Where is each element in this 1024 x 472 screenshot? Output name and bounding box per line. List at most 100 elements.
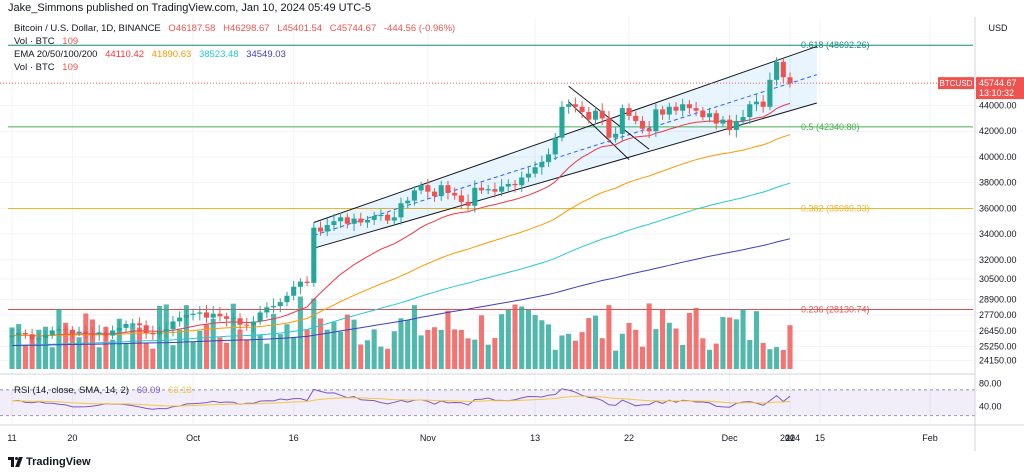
candle-body [230,318,236,320]
volume-bar [304,329,310,369]
price-tag-symbol: BTCUSD [940,79,973,88]
currency-label[interactable]: USD [988,23,1008,33]
fib-level-label: 0.5 (42340.80) [801,122,860,132]
candle-body [378,214,384,217]
volume-bar [425,329,431,369]
candle-body [592,110,599,120]
candle-body [123,324,129,328]
volume-bar [378,346,384,369]
price-chart[interactable]: 0.618 (48692.26) 0.5 (42340.80) 0.382 (359… [0,17,1024,451]
candle-body [445,185,451,193]
candle-body [673,106,679,111]
candle-body [317,227,324,232]
time-tick-label: Feb [922,433,938,443]
volume-bar [653,329,659,369]
volume-bar [136,327,142,369]
candle-body [277,302,283,307]
volume-layer [9,296,793,369]
candle-body [660,109,666,115]
candle-body [398,203,404,218]
tradingview-logo[interactable]: TradingView [8,456,91,468]
volume-bar [76,337,82,369]
volume-bar [237,329,243,369]
ema-label[interactable]: EMA 20/50/100/200 [14,49,98,60]
price-tag-countdown: 13:10:32 [979,88,1014,98]
volume-bar [391,331,397,369]
candle-body [646,128,652,132]
candle-body [63,329,69,331]
candle-body [284,295,290,303]
high-value: H46298.67 [223,23,270,34]
candle-body [116,327,122,331]
candle-body [633,115,639,121]
candle-body [190,313,196,316]
price-tick-label: 36000.00 [979,203,1017,213]
candle-body [83,331,89,334]
time-tick-label: 11 [7,433,16,443]
candle-body [42,334,49,339]
candle-layer [9,57,793,345]
volume-bar [83,313,89,369]
volume-bar [244,339,250,369]
tradingview-brand-text: TradingView [26,455,91,468]
volume-bar [740,309,746,369]
candle-body [727,119,733,130]
candle-body [720,119,726,124]
vol-value-1: 109 [62,36,79,47]
candle-body [753,101,760,105]
candle-body [197,312,203,314]
time-tick-label: Nov [420,433,437,443]
candle-body [639,120,645,129]
candle-body [224,316,230,319]
symbol-title[interactable]: Bitcoin / U.S. Dollar, 1D, BINANCE [14,23,161,34]
volume-bar [633,329,639,369]
candle-body [465,201,471,206]
candle-body [700,110,706,118]
volume-bar [143,342,149,369]
candle-body [96,332,102,335]
vol-label-2[interactable]: Vol · BTC [14,62,55,73]
price-tick-label: 25250.00 [979,342,1017,352]
price-tick-label: 40000.00 [979,152,1017,162]
volume-bar [505,309,511,369]
ema200-value: 34549.03 [246,49,286,60]
close-value: C45744.67 [329,23,377,34]
volume-bar [311,298,317,369]
volume-bar [150,348,156,369]
candle-body [244,324,250,326]
volume-bar [706,349,713,369]
volume-bar [646,303,652,369]
legend-vol-row-1: Vol · BTC 109 [14,36,83,47]
candle-body [183,315,189,318]
candle-body [780,61,786,78]
price-tick-label: 34000.00 [979,229,1017,239]
rsi-label[interactable]: RSI (14, close, SMA, 14, 2) [14,385,130,396]
volume-bar [713,343,719,369]
rsi-line [11,388,791,410]
candle-body [767,79,773,107]
candle-body [713,113,719,124]
candle-body [760,101,766,107]
price-tick-label: 32000.00 [979,255,1017,265]
volume-bar [197,330,203,369]
chart-frame[interactable]: 0.618 (48692.26) 0.5 (42340.80) 0.382 (359… [0,17,1024,451]
price-tick-label: 24150.00 [979,356,1017,366]
candle-body [371,216,377,220]
fib-level-label: 0.618 (48692.26) [801,40,870,50]
volume-bar [29,339,35,369]
candle-body [150,333,156,335]
candle-body [680,104,686,111]
volume-bar [277,334,283,369]
candle-body [431,191,438,197]
volume-bar [592,315,599,369]
price-tick-label: 26450.00 [979,326,1017,336]
candle-body [411,190,417,201]
candle-body [264,307,270,313]
price-tick-label: 30500.00 [979,274,1017,284]
volume-bar [559,335,565,369]
candle-body [89,333,96,335]
candle-body [237,318,243,325]
volume-bar [767,349,773,369]
vol-label-1[interactable]: Vol · BTC [14,36,55,47]
volume-bar [418,335,424,369]
